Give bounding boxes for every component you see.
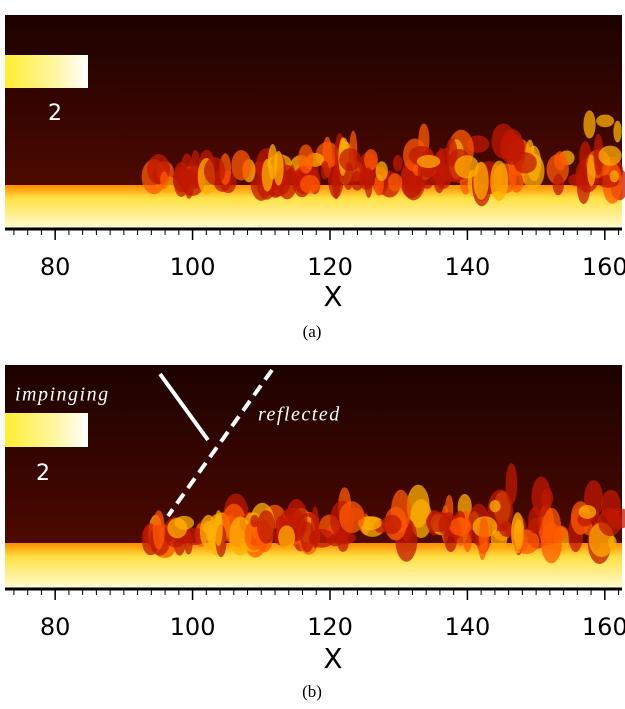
panel-b: 2 impinging reflected X (b) 80 100 120 140 1…: [5, 365, 625, 701]
eddy: [393, 155, 403, 172]
x-label: X: [323, 280, 342, 313]
eddy: [596, 114, 615, 128]
eddy: [489, 500, 501, 513]
caption: (a): [303, 322, 322, 341]
colorbar: [5, 413, 88, 447]
eddy: [339, 148, 361, 172]
eddy: [449, 517, 472, 536]
eddy: [160, 171, 169, 189]
eddy: [278, 525, 296, 550]
annotation: impinging: [15, 384, 110, 406]
eddy: [609, 170, 619, 183]
eddy: [387, 173, 403, 192]
eddy: [598, 507, 622, 537]
x-tick-label: 120: [307, 253, 353, 281]
x-tick-label: 140: [445, 253, 491, 281]
eddy: [542, 508, 561, 544]
eddy: [505, 463, 518, 505]
eddy: [528, 507, 542, 534]
x-tick-label: 140: [445, 613, 491, 641]
eddy: [552, 173, 564, 196]
eddy: [250, 514, 260, 528]
eddy: [231, 150, 252, 181]
eddy: [152, 510, 165, 550]
x-tick-label: 160: [582, 613, 625, 641]
eddy: [490, 160, 509, 202]
impinging-shock: [158, 372, 210, 442]
eddy: [454, 155, 479, 179]
eddy: [267, 143, 278, 180]
reflected-shock: [166, 368, 274, 518]
eddy: [229, 516, 252, 556]
eddy: [479, 516, 489, 555]
x-tick-label: 100: [170, 613, 216, 641]
x-tick-label: 120: [307, 613, 353, 641]
eddy: [416, 154, 441, 168]
eddy: [214, 510, 223, 547]
eddy: [339, 501, 365, 534]
eddy: [608, 536, 617, 549]
eddy: [445, 138, 458, 167]
colorbar: [5, 55, 88, 88]
x-tick-label: 160: [582, 253, 625, 281]
eddy: [299, 174, 320, 194]
annotation: reflected: [258, 404, 341, 426]
eddy: [583, 110, 596, 139]
panel-a: 2 X (a) 80 100 120 140 160: [5, 15, 625, 341]
caption: (b): [302, 682, 322, 701]
x-tick-label: 100: [170, 253, 216, 281]
eddy: [593, 133, 604, 176]
eddy: [499, 521, 514, 537]
eddy: [300, 521, 315, 553]
eddy: [350, 170, 364, 191]
x-tick-label: 80: [40, 613, 71, 641]
eddy: [183, 168, 195, 199]
eddy: [513, 519, 524, 551]
eddy: [436, 147, 446, 185]
colorbar-label: 2: [48, 101, 62, 126]
eddy: [568, 173, 586, 187]
eddy: [298, 144, 314, 174]
eddy: [364, 149, 378, 171]
mixing-layer: [5, 463, 625, 588]
eddy: [381, 514, 402, 535]
eddy: [406, 484, 430, 528]
eddy: [257, 510, 276, 544]
eddy: [204, 157, 226, 185]
x-tick-label: 80: [40, 253, 71, 281]
eddy: [541, 488, 554, 509]
eddy: [553, 151, 567, 171]
eddy: [613, 120, 622, 143]
colorbar-label: 2: [36, 461, 50, 486]
eddy: [364, 167, 373, 198]
eddy: [330, 531, 356, 545]
x-label: X: [323, 642, 342, 675]
eddy: [425, 511, 452, 533]
eddy: [598, 145, 622, 166]
eddy: [199, 514, 218, 550]
eddy: [320, 160, 330, 180]
mixing-layer: [5, 110, 625, 228]
eddy: [167, 517, 188, 539]
eddy: [375, 161, 388, 182]
eddy: [578, 504, 597, 519]
eddy: [587, 154, 596, 187]
eddy: [500, 129, 524, 165]
